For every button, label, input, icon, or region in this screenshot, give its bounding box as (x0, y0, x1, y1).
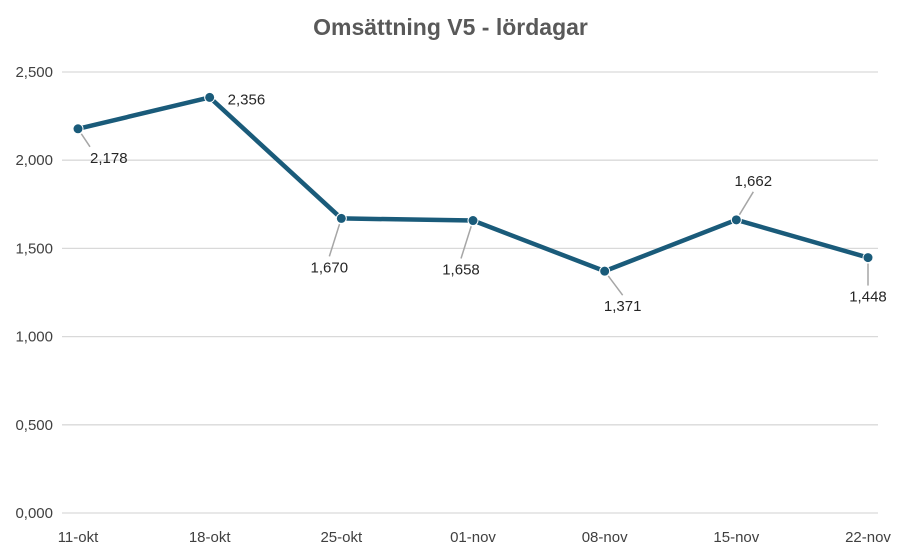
x-tick-label: 08-nov (582, 529, 628, 546)
chart-title: Omsättning V5 - lördagar (313, 14, 588, 40)
x-tick-label: 18-okt (189, 529, 232, 546)
data-point (862, 252, 874, 264)
x-tick-label: 25-okt (320, 529, 363, 546)
y-tick-label: 2,000 (15, 152, 53, 169)
y-tick-label: 1,500 (15, 240, 53, 257)
y-tick-label: 1,000 (15, 329, 53, 346)
data-point (72, 123, 84, 135)
leader-line (80, 133, 91, 148)
y-tick-label: 0,000 (15, 505, 53, 522)
y-tick-label: 0,500 (15, 417, 53, 434)
x-tick-label: 01-nov (450, 529, 496, 546)
data-point (335, 212, 347, 224)
data-label: 1,371 (604, 298, 642, 315)
data-label: 1,670 (311, 259, 349, 276)
x-tick-label: 22-nov (845, 529, 891, 546)
leader-line (738, 191, 754, 216)
data-point (730, 214, 742, 226)
x-tick-label: 15-nov (713, 529, 759, 546)
data-label: 1,658 (442, 262, 480, 279)
data-label: 1,662 (735, 173, 773, 190)
y-tick-label: 2,500 (15, 64, 53, 81)
leader-line (460, 226, 472, 259)
data-point (467, 215, 479, 227)
data-label: 2,356 (228, 91, 266, 108)
data-point (599, 265, 611, 277)
leader-line (328, 223, 341, 257)
data-point (204, 91, 216, 103)
x-tick-label: 11-okt (58, 529, 99, 546)
data-label: 2,178 (90, 150, 128, 167)
leader-line (607, 275, 624, 296)
data-label: 1,448 (849, 289, 887, 306)
